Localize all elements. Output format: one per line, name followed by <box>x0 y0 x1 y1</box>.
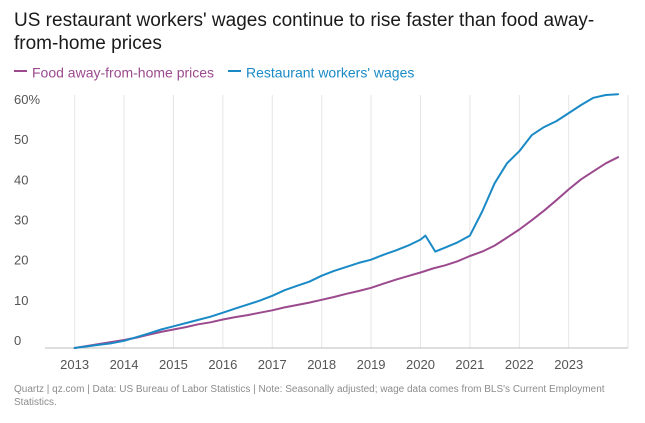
x-tick-label-2016: 2016 <box>208 357 237 372</box>
legend: Food away-from-home prices Restaurant wo… <box>14 63 424 80</box>
series-line-food-prices <box>73 156 620 349</box>
x-tick-label-2015: 2015 <box>159 357 188 372</box>
x-tick-label-2023: 2023 <box>554 357 583 372</box>
x-tick-label-2019: 2019 <box>357 357 386 372</box>
legend-item-wages: Restaurant workers' wages <box>227 63 415 81</box>
legend-swatch-wages <box>227 69 241 72</box>
y-tick-label-40: 40 <box>14 172 28 187</box>
y-tick-label-30: 30 <box>14 213 28 228</box>
series-line-restaurant-wages <box>73 93 620 349</box>
legend-item-food: Food away-from-home prices <box>14 63 214 80</box>
y-tick-label-0: 0 <box>14 333 21 348</box>
x-tick-label-2020: 2020 <box>406 357 435 372</box>
source-note: Quartz | qz.com | Data: US Bureau of Lab… <box>14 384 605 408</box>
legend-label-food: Food away-from-home prices <box>32 64 215 81</box>
x-tick-label-2021: 2021 <box>455 357 484 372</box>
y-tick-label-50: 50 <box>14 132 28 147</box>
x-tick-label-2017: 2017 <box>258 357 287 372</box>
x-tick-label-2013: 2013 <box>60 357 89 372</box>
y-tick-label-10: 10 <box>14 293 28 308</box>
x-tick-label-2014: 2014 <box>110 357 139 372</box>
chart-title: US restaurant workers' wages continue to… <box>14 10 595 54</box>
x-tick-label-2018: 2018 <box>307 357 336 372</box>
legend-label-wages: Restaurant workers' wages <box>245 64 415 81</box>
x-tick-label-2022: 2022 <box>505 357 534 372</box>
legend-swatch-food <box>14 69 27 72</box>
y-tick-label-20: 20 <box>14 253 28 268</box>
y-tick-label-60: 60% <box>14 92 40 107</box>
